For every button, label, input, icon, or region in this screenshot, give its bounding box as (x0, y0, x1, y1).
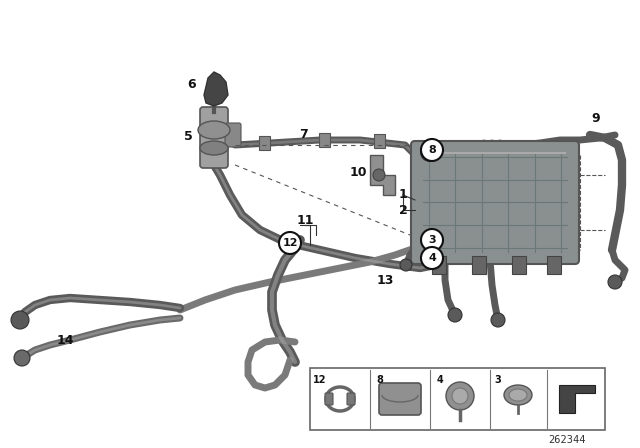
Text: 3: 3 (495, 375, 501, 385)
FancyBboxPatch shape (200, 107, 228, 168)
Circle shape (279, 232, 301, 254)
Polygon shape (204, 72, 228, 106)
Text: 262344: 262344 (548, 435, 586, 445)
Text: 11: 11 (296, 214, 314, 227)
Text: 8: 8 (428, 145, 436, 155)
FancyBboxPatch shape (225, 123, 241, 147)
Bar (547, 256, 561, 274)
Circle shape (452, 388, 468, 404)
Circle shape (421, 143, 439, 161)
Ellipse shape (200, 141, 228, 155)
FancyBboxPatch shape (325, 393, 333, 405)
Circle shape (448, 308, 462, 322)
Text: 8: 8 (376, 375, 383, 385)
Circle shape (446, 382, 474, 410)
Bar (432, 256, 446, 274)
Text: 1: 1 (399, 189, 408, 202)
Ellipse shape (509, 389, 527, 401)
Polygon shape (370, 155, 395, 195)
Bar (319, 133, 330, 147)
Text: 2: 2 (399, 203, 408, 216)
Polygon shape (559, 385, 595, 413)
Circle shape (421, 247, 443, 269)
Bar (310, 368, 605, 430)
Ellipse shape (504, 385, 532, 405)
Text: 10: 10 (349, 165, 367, 178)
Circle shape (421, 139, 443, 161)
FancyBboxPatch shape (347, 393, 355, 405)
Circle shape (14, 350, 30, 366)
Text: 12: 12 (282, 238, 298, 248)
Circle shape (421, 229, 443, 251)
Circle shape (373, 169, 385, 181)
Text: 4: 4 (436, 375, 444, 385)
FancyBboxPatch shape (379, 383, 421, 415)
Circle shape (491, 313, 505, 327)
Text: 9: 9 (592, 112, 600, 125)
Ellipse shape (329, 390, 351, 408)
Ellipse shape (198, 121, 230, 139)
FancyBboxPatch shape (411, 141, 579, 264)
Bar (259, 136, 270, 150)
Text: 7: 7 (299, 129, 307, 142)
Text: 3: 3 (428, 235, 436, 245)
Text: 6: 6 (188, 78, 196, 90)
Text: 14: 14 (56, 333, 74, 346)
Text: 4: 4 (428, 253, 436, 263)
Text: 12: 12 (313, 375, 327, 385)
Bar (512, 256, 526, 274)
Circle shape (400, 259, 412, 271)
Circle shape (608, 275, 622, 289)
Bar (374, 134, 385, 148)
Text: 5: 5 (184, 129, 193, 142)
Text: 13: 13 (376, 273, 394, 287)
Circle shape (11, 311, 29, 329)
Bar (472, 256, 486, 274)
